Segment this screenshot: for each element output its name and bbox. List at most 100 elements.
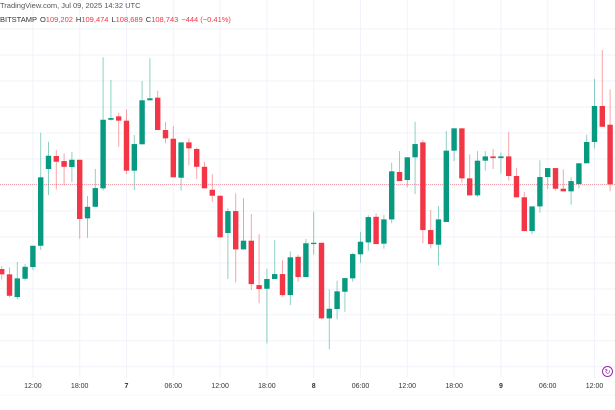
candle-body (194, 148, 200, 167)
candle (537, 160, 543, 213)
candle (123, 109, 130, 175)
candle (186, 138, 192, 166)
candle (240, 198, 247, 250)
candle (272, 240, 278, 280)
candle (482, 151, 488, 171)
candle-body (279, 274, 286, 296)
candle (147, 58, 153, 101)
source-watermark: TradingView.com, Jul 09, 2025 14:32 UTC (0, 1, 141, 10)
candle (6, 267, 13, 298)
candle-body (435, 219, 442, 245)
candle (529, 206, 535, 235)
candle-body (0, 269, 5, 275)
candle-body (350, 254, 356, 279)
candle (155, 90, 161, 131)
candle (318, 242, 325, 320)
grid (0, 0, 615, 378)
candle-body (537, 177, 543, 207)
candle-body (53, 156, 59, 162)
time-tick-label: 12:00 (211, 383, 229, 390)
candle-body (30, 245, 36, 268)
candle-body (568, 181, 574, 192)
candle-body (576, 163, 582, 185)
candle (22, 264, 28, 281)
candles (0, 50, 613, 350)
candle-body (38, 177, 44, 246)
candle (233, 193, 239, 283)
candle-body (459, 128, 465, 179)
time-tick-label: 8 (312, 383, 316, 390)
candle (342, 278, 348, 312)
candle-body (272, 274, 278, 280)
candle (217, 195, 223, 238)
candle (264, 268, 270, 344)
candle (498, 152, 504, 174)
candle (513, 168, 520, 198)
candle (420, 140, 426, 244)
open-value: 109,202 (45, 15, 73, 24)
candle (178, 142, 184, 191)
candle (552, 168, 559, 191)
candle (131, 135, 137, 191)
candle (435, 206, 442, 266)
candle-body (240, 240, 247, 250)
candle-body (303, 243, 309, 278)
high-key: H (75, 15, 82, 24)
candle (467, 154, 473, 196)
candle-body (373, 216, 379, 245)
candle (412, 121, 418, 195)
time-tick-label: 06:00 (539, 383, 557, 390)
candle (53, 150, 59, 190)
candle (459, 128, 465, 183)
candle-body (6, 274, 13, 296)
replay-icon[interactable]: ↻ (602, 366, 613, 377)
candle-body (513, 176, 520, 198)
candle (506, 131, 512, 181)
candle (45, 141, 52, 196)
candle (108, 80, 114, 121)
candle-body (474, 160, 481, 196)
candle (428, 210, 434, 249)
candle (61, 153, 67, 186)
candle (381, 215, 387, 249)
candle-body (92, 188, 98, 207)
candle-body (256, 285, 262, 290)
time-tick-label: 18:00 (71, 383, 89, 390)
candle-body (552, 168, 559, 189)
candle (170, 125, 176, 178)
candle-body (545, 168, 551, 178)
candle-body (248, 240, 254, 285)
candle (545, 168, 551, 189)
candle-body (186, 142, 192, 149)
candle-body (45, 155, 52, 169)
candle (38, 132, 44, 251)
candle (194, 147, 200, 179)
candle (209, 174, 215, 202)
close-key: C (145, 15, 152, 24)
time-tick-label: 12:00 (24, 383, 42, 390)
candle-body (357, 241, 364, 255)
candle (404, 157, 410, 188)
candle-body (225, 211, 231, 234)
time-tick-label: 06:00 (352, 383, 370, 390)
candle-body (14, 278, 20, 298)
candle (389, 162, 395, 224)
candle (591, 78, 598, 149)
candle-body (209, 189, 215, 196)
candle (162, 121, 169, 144)
candle (92, 168, 98, 207)
candle (521, 191, 527, 232)
candle-body (443, 150, 449, 222)
candle (225, 208, 231, 280)
candle (334, 280, 340, 320)
candle-body (170, 138, 176, 178)
change-value: −444 (−0.41%) (181, 15, 231, 24)
candle (365, 215, 371, 251)
candle (490, 148, 496, 169)
candle-body (295, 256, 301, 278)
candle-body (490, 156, 496, 159)
candle-body (482, 156, 488, 161)
candle-body (147, 98, 153, 101)
time-tick-label: 06:00 (165, 383, 183, 390)
